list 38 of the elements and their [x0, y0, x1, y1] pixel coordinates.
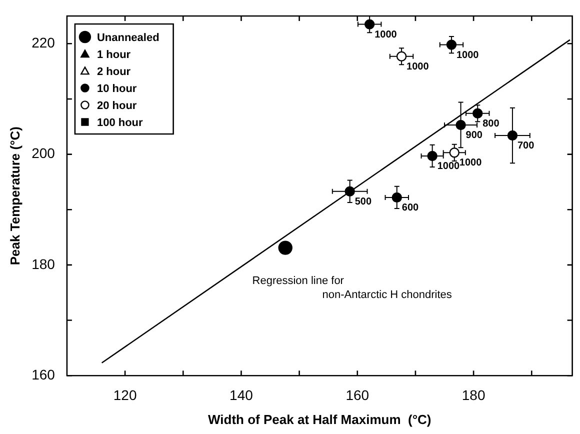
point	[364, 19, 375, 30]
point	[392, 192, 402, 203]
legend-label: 2 hour	[96, 66, 132, 78]
point	[507, 130, 518, 141]
point	[344, 186, 355, 196]
annotation: 500	[354, 196, 372, 208]
point	[456, 120, 466, 130]
annotation: 1000	[406, 61, 430, 72]
annotation: 1000	[459, 158, 482, 169]
legend-label: 10 hour	[96, 83, 138, 96]
x-tick-label: 180	[462, 386, 486, 403]
y-tick-label: 220	[32, 34, 56, 51]
y-axis-title: Peak Temperature (°C)	[7, 126, 22, 266]
x-axis-title: Width of Peak at Half Maximum (°C)	[208, 412, 432, 427]
point	[278, 240, 292, 255]
y-tick-label: 160	[32, 366, 56, 382]
point	[427, 150, 438, 162]
annotation: 1000	[374, 29, 398, 40]
annotation: 900	[466, 130, 483, 141]
x-tick-label: 120	[113, 386, 137, 403]
point	[396, 51, 407, 62]
annotation: 600	[402, 202, 420, 214]
y-tick-label: 180	[32, 256, 56, 272]
legend-label: 20 hour	[96, 100, 138, 112]
series-label: Regression line for non-Antarctic H chondrites	[252, 274, 452, 301]
x-tick-label: 140	[230, 386, 254, 403]
annotation: 1000	[456, 50, 480, 61]
y-tick-label: 200	[32, 145, 56, 162]
point	[446, 40, 457, 50]
point	[472, 108, 483, 118]
x-tick-label: 160	[346, 386, 370, 403]
annotation: 800	[482, 118, 500, 130]
point	[449, 148, 460, 158]
legend-label: 100 hour	[96, 117, 144, 130]
legend-label: Unannealed	[96, 32, 160, 44]
annotation: 700	[517, 140, 535, 152]
annotation: 1000	[437, 160, 460, 172]
legend-label: 1 hour	[96, 49, 132, 62]
